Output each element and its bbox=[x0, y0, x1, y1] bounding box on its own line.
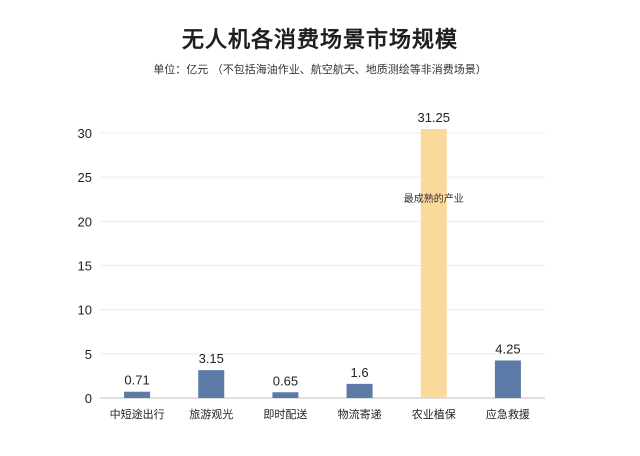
x-tick-label: 旅游观光 bbox=[189, 407, 233, 421]
y-tick-label: 0 bbox=[85, 391, 92, 406]
bar-value-label: 1.6 bbox=[351, 365, 369, 380]
x-tick-label: 应急救援 bbox=[486, 407, 530, 421]
bar-value-label: 0.65 bbox=[273, 373, 298, 388]
bar-value-label: 0.71 bbox=[124, 373, 149, 388]
bar-value-label: 3.15 bbox=[199, 351, 224, 366]
y-tick-label: 25 bbox=[78, 170, 92, 185]
y-tick-label: 20 bbox=[78, 214, 92, 229]
y-tick-label: 30 bbox=[78, 126, 92, 141]
bar bbox=[346, 383, 373, 398]
bar-annotation: 最成熟的产业 bbox=[404, 192, 464, 205]
y-tick-label: 15 bbox=[78, 259, 92, 274]
bar-value-label: 4.25 bbox=[495, 341, 520, 356]
bar bbox=[272, 392, 299, 398]
x-tick-label: 农业植保 bbox=[412, 407, 456, 421]
chart-title: 无人机各消费场景市场规模 bbox=[181, 28, 458, 53]
x-tick-label: 物流寄递 bbox=[338, 407, 382, 421]
y-tick-label: 5 bbox=[85, 347, 92, 362]
chart-subtitle: 单位：亿元 （不包括海油作业、航空航天、地质测绘等非消费场景） bbox=[153, 63, 487, 76]
bar bbox=[198, 370, 225, 398]
bar bbox=[494, 360, 521, 398]
bar bbox=[420, 129, 447, 398]
x-tick-label: 即时配送 bbox=[263, 407, 307, 421]
bar bbox=[124, 391, 151, 398]
y-tick-label: 10 bbox=[78, 303, 92, 318]
bar-value-label: 31.25 bbox=[417, 110, 450, 125]
x-tick-label: 中短途出行 bbox=[110, 407, 165, 421]
